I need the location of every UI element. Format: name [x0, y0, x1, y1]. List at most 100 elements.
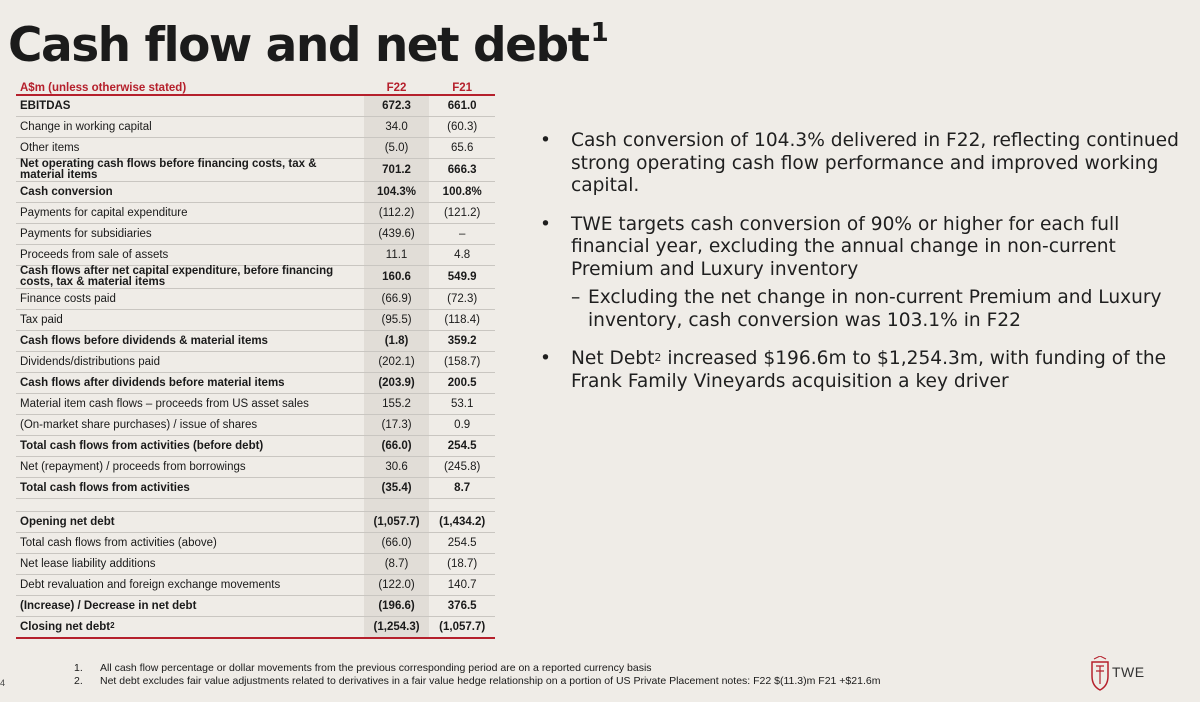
table-row: (Increase) / Decrease in net debt (196.6)…	[16, 595, 495, 617]
cell-f22: (1,254.3)	[363, 616, 430, 639]
cell-f21: 661.0	[429, 95, 495, 117]
cell-f22: 34.0	[363, 116, 430, 138]
row-label-text: Cash conversion	[20, 185, 113, 198]
cell-f22: 30.6	[363, 456, 430, 478]
row-label: Tax paid	[16, 309, 364, 331]
cash-flow-table: A$m (unless otherwise stated) F22 F21 EB…	[16, 82, 495, 639]
table-row: Finance costs paid (66.9) (72.3)	[16, 288, 495, 310]
twe-shield-icon	[1091, 656, 1109, 691]
spacer-section	[16, 498, 495, 512]
table-row: Closing net debt2 (1,254.3) (1,057.7)	[16, 616, 495, 639]
footnote-1: 1. All cash flow percentage or dollar mov…	[74, 662, 880, 675]
cell-f22: 672.3	[363, 95, 430, 117]
bullet-net-debt-rest: increased $196.6m to $1,254.3m, with fun…	[571, 348, 1167, 392]
cell-f21: 0.9	[429, 414, 495, 436]
cell-f21: 254.5	[429, 532, 495, 554]
row-label-text: EBITDAS	[20, 99, 71, 112]
table-row: Debt revaluation and foreign exchange mo…	[16, 574, 495, 596]
cell-f22: (66.0)	[363, 532, 430, 554]
row-label: Cash flows before dividends & material i…	[16, 330, 364, 352]
table-row: Proceeds from sale of assets 11.1 4.8	[16, 244, 495, 266]
table-row: Tax paid (95.5) (118.4)	[16, 309, 495, 331]
row-label: Cash flows after dividends before materi…	[16, 372, 364, 394]
cell-f21: 100.8%	[429, 181, 495, 203]
row-label-text: Cash flows before dividends & material i…	[20, 334, 268, 347]
table-row: (On-market share purchases) / issue of s…	[16, 414, 495, 436]
cell-f21: 200.5	[429, 372, 495, 394]
row-label: (On-market share purchases) / issue of s…	[16, 414, 364, 436]
cell-f21: 254.5	[429, 435, 495, 457]
table-row: Cash flows after net capital expenditure…	[16, 265, 495, 289]
bullet-cash-conversion: Cash conversion of 104.3% delivered in F…	[540, 130, 1180, 198]
cell-f22: (66.0)	[363, 435, 430, 457]
table-row: Payments for capital expenditure (112.2)(…	[16, 202, 495, 224]
page-number: 4	[0, 678, 6, 688]
row-label: Total cash flows from activities	[16, 477, 364, 499]
table-row: Cash conversion 104.3% 100.8%	[16, 181, 495, 203]
page-title-text: Cash flow and net debt	[8, 18, 590, 73]
row-label-text: Total cash flows from activities (above)	[20, 536, 217, 549]
cell-f21: (118.4)	[429, 309, 495, 331]
cell-f21: 376.5	[429, 595, 495, 617]
cell-f22: (1.8)	[363, 330, 430, 352]
row-label-text: Finance costs paid	[20, 292, 116, 305]
row-label-text: Proceeds from sale of assets	[20, 248, 169, 261]
row-label: Payments for subsidiaries	[16, 223, 364, 245]
row-label-text: Cash flows after dividends before materi…	[20, 376, 285, 389]
table-row: Change in working capital 34.0 (60.3)	[16, 116, 495, 138]
row-label: (Increase) / Decrease in net debt	[16, 595, 364, 617]
table-row: Material item cash flows – proceeds from…	[16, 393, 495, 415]
cell-f21: (1,057.7)	[429, 616, 495, 639]
footnote-number: 2.	[74, 675, 83, 687]
cell-f21: (245.8)	[429, 456, 495, 478]
row-label: Finance costs paid	[16, 288, 364, 310]
cell-f21: 666.3	[429, 158, 495, 182]
footnotes: 1. All cash flow percentage or dollar mov…	[74, 662, 880, 688]
cell-f21: 65.6	[429, 137, 495, 159]
bullet-footnote-ref: 2	[654, 351, 662, 364]
cell-f21: (72.3)	[429, 288, 495, 310]
footnote-number: 1.	[74, 662, 83, 674]
row-label-text: Closing net debt	[20, 620, 111, 633]
table-row: Other items (5.0) 65.6	[16, 137, 495, 159]
cell-f21: 140.7	[429, 574, 495, 596]
footnote-text: All cash flow percentage or dollar movem…	[100, 662, 652, 674]
cell-f21: (121.2)	[429, 202, 495, 224]
row-label: Total cash flows from activities (before…	[16, 435, 364, 457]
row-label-text: Total cash flows from activities	[20, 481, 190, 494]
bullet-net-debt: Net Debt2 increased $196.6m to $1,254.3m…	[540, 348, 1180, 393]
footnote-2: 2. Net debt excludes fair value adjustmen…	[74, 675, 880, 688]
row-label-text: Payments for subsidiaries	[20, 227, 152, 240]
table-header-row: A$m (unless otherwise stated) F22 F21	[16, 82, 495, 96]
table-row: Cash flows after dividends before materi…	[16, 372, 495, 394]
row-label: Cash conversion	[16, 181, 364, 203]
header-label: A$m (unless otherwise stated)	[16, 82, 364, 96]
cell-f22: (202.1)	[363, 351, 430, 373]
table-row: Dividends/distributions paid (202.1) (158.…	[16, 351, 495, 373]
cell-f22: (203.9)	[363, 372, 430, 394]
row-label-text: Net operating cash flows before financin…	[20, 158, 317, 181]
row-label-text: Net lease liability additions	[20, 557, 156, 570]
row-label-text: Dividends/distributions paid	[20, 355, 160, 368]
table-row: Payments for subsidiaries (439.6) –	[16, 223, 495, 245]
cell-f22: 155.2	[363, 393, 430, 415]
table-row: Total cash flows from activities (35.4) 8.…	[16, 477, 495, 499]
row-label-text: Cash flows after net capital expenditure…	[20, 265, 334, 288]
table-row: Net (repayment) / proceeds from borrowin…	[16, 456, 495, 478]
row-label-text: Net (repayment) / proceeds from borrowin…	[20, 460, 246, 473]
logo-text: TWE	[1112, 664, 1145, 680]
row-label-text: Total cash flows from activities (before…	[20, 439, 264, 452]
row-label-text: Debt revaluation and foreign exchange mo…	[20, 578, 281, 591]
table-row: Net operating cash flows before financin…	[16, 158, 495, 182]
cell-f22: (35.4)	[363, 477, 430, 499]
cell-f22: (439.6)	[363, 223, 430, 245]
row-label: Total cash flows from activities (above)	[16, 532, 364, 554]
cell-f21: 8.7	[429, 477, 495, 499]
footnote-text: Net debt excludes fair value adjustments…	[100, 675, 881, 687]
cell-f22: (66.9)	[363, 288, 430, 310]
cell-f22: (122.0)	[363, 574, 430, 596]
row-footnote-ref: 2	[110, 620, 115, 630]
row-label: Opening net debt	[16, 511, 364, 533]
cell-f21: 53.1	[429, 393, 495, 415]
row-label-text: Change in working capital	[20, 120, 152, 133]
